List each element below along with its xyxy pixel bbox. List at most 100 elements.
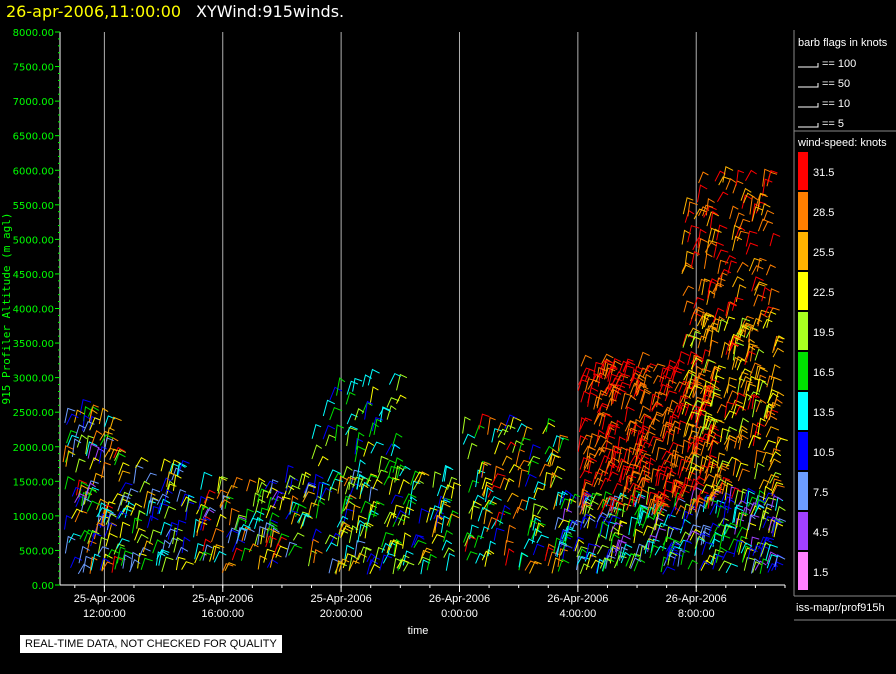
y-tick-label: 8000.00 [13,28,54,39]
wind-barb [324,534,338,545]
wind-barb [337,475,349,494]
wind-barb [470,500,482,520]
wind-barb [388,477,400,495]
wind-barb [130,551,139,570]
wind-barb [463,532,474,543]
wind-barb [529,560,542,574]
wind-barb [635,543,645,558]
wind-barb [614,419,624,435]
x-tick-date-label: 25-Apr-2006 [311,593,372,605]
speed-legend-title: wind-speed: knots [797,137,887,149]
wind-barb [702,328,714,341]
grid-lines [103,32,697,585]
wind-barb [769,450,782,463]
speed-swatch [798,312,808,350]
wind-barb [481,477,493,490]
wind-barb [273,491,287,505]
wind-barb [365,474,379,484]
wind-barb [672,552,684,566]
wind-barb [659,504,670,515]
wind-barb [735,169,745,186]
wind-barb [756,367,768,381]
wind-barb [311,444,322,460]
wind-barb [731,486,742,499]
wind-barb [708,426,720,442]
wind-barb [434,514,444,531]
wind-barb [703,385,715,398]
wind-barb [775,437,788,448]
wind-barb [116,510,128,520]
wind-barb [105,513,117,525]
wind-barb [694,537,706,556]
wind-barb [754,365,766,381]
wind-barb [564,528,576,542]
wind-barb [709,384,720,398]
wind-barb [579,470,593,479]
wind-barb [743,380,753,397]
wind-barb [727,498,736,514]
wind-barb [523,538,535,550]
wind-barb [758,380,768,393]
wind-barb [736,526,749,538]
wind-barb [78,545,90,564]
wind-barb [516,422,528,433]
wind-barb [662,421,675,439]
wind-barb [231,547,243,561]
wind-barb [83,529,97,542]
wind-barb [593,477,604,488]
wind-barb [682,197,694,215]
wind-barb [65,450,75,467]
wind-barb [671,484,682,498]
wind-barb [88,408,98,423]
wind-barb [738,434,749,450]
wind-barb [172,474,182,491]
wind-barb [733,504,744,523]
wind-barb [587,379,601,390]
wind-barb [246,479,257,492]
wind-barb [89,556,98,574]
speed-legend-label: 1.5 [813,567,828,579]
wind-barb [754,449,765,469]
wind-barb [99,430,113,441]
wind-barb [639,452,652,464]
wind-barb [87,405,100,417]
wind-barb [532,517,542,531]
y-tick-label: 500.00 [19,546,54,557]
wind-barb [709,488,722,501]
wind-barb [655,468,666,487]
wind-barb [699,524,711,537]
wind-barb [685,461,698,472]
wind-barb [130,502,143,516]
wind-barb [552,465,566,479]
wind-barb [607,373,619,389]
wind-barb [175,546,189,561]
wind-barb [487,484,500,498]
wind-barb [544,546,555,562]
wind-barb [688,385,703,398]
wind-barb [635,459,649,469]
wind-barb [714,170,726,182]
wind-barb [633,528,644,544]
wind-barb [729,205,739,220]
wind-barb [263,522,275,538]
wind-barb [369,556,381,567]
wind-barb [178,460,190,475]
wind-barb [745,230,758,247]
wind-barb [751,393,760,410]
wind-barb [146,500,156,516]
speed-legend-label: 25.5 [813,247,834,259]
wind-barb [769,471,782,484]
wind-barb [483,481,493,497]
wind-barb [270,530,280,548]
wind-barb [774,335,785,347]
wind-barb [587,391,598,407]
source-label: iss-mapr/prof915h [796,602,885,614]
wind-barb [360,481,370,495]
wind-barb [80,497,92,513]
wind-barb [438,500,448,517]
wind-barb [655,493,670,505]
wind-barb [707,227,720,244]
wind-barb [736,358,748,371]
wind-barb [749,345,760,362]
wind-barb [618,534,631,551]
